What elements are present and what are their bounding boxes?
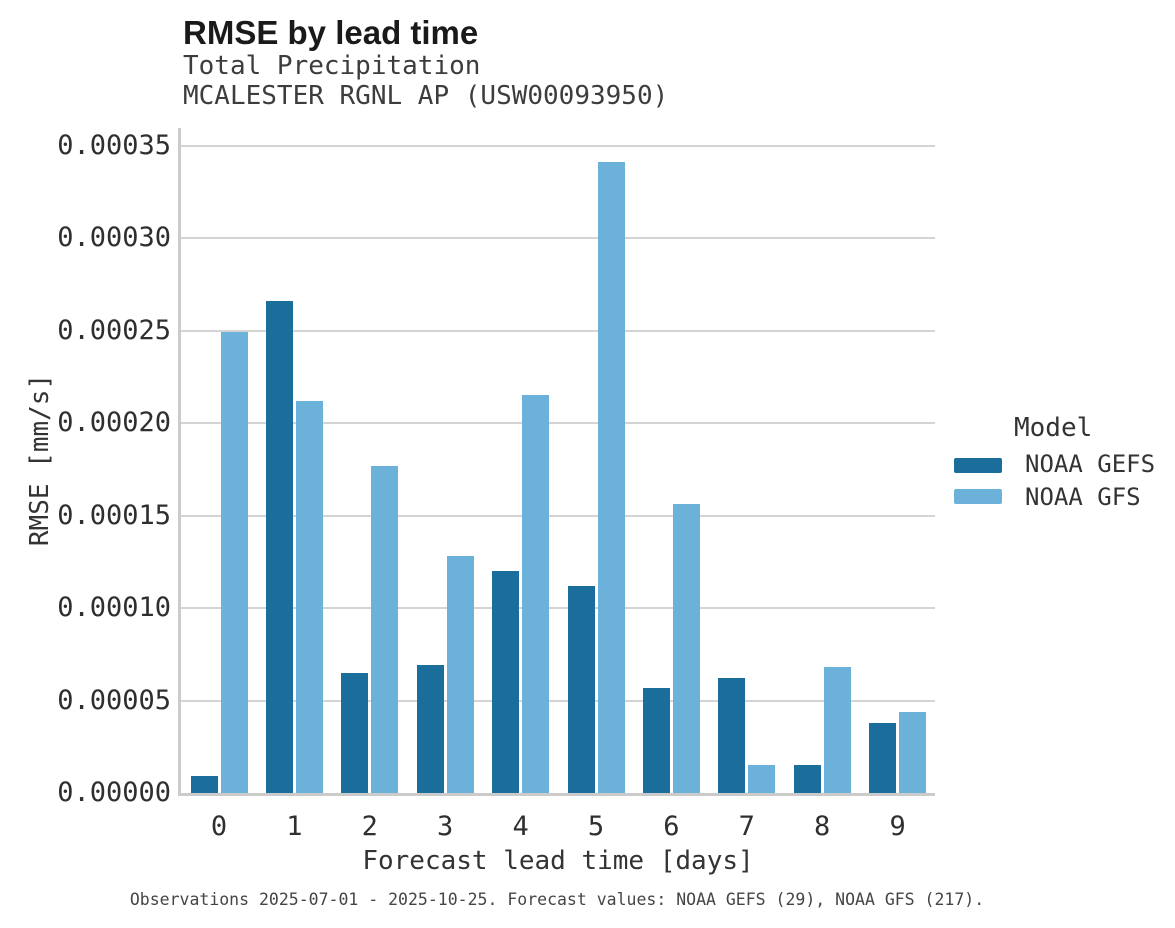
- bar-noaa-gfs-day-9: [899, 711, 927, 793]
- y-gridline: [181, 144, 935, 147]
- y-tick-label: 0.00005: [57, 684, 171, 716]
- bar-noaa-gefs-day-5: [567, 585, 595, 793]
- y-tick-label: 0.00010: [57, 592, 171, 623]
- chart-title: RMSE by lead time: [183, 14, 479, 51]
- y-tick-label: 0.00025: [57, 314, 171, 346]
- bar-noaa-gefs-day-0: [190, 776, 218, 793]
- bar-noaa-gfs-day-1: [295, 400, 323, 793]
- y-gridline: [181, 514, 935, 517]
- y-tick-label: 0.00035: [57, 129, 171, 161]
- x-tick-label: 3: [437, 811, 454, 842]
- x-tick-label: 5: [587, 811, 605, 842]
- footer-note: Observations 2025-07-01 - 2025-10-25. Fo…: [129, 890, 985, 909]
- bar-noaa-gefs-day-9: [869, 722, 897, 793]
- bar-noaa-gfs-day-6: [672, 504, 700, 793]
- x-tick-label: 9: [889, 811, 906, 842]
- x-tick-label: 2: [361, 811, 378, 842]
- bar-noaa-gfs-day-5: [597, 162, 625, 793]
- bar-noaa-gefs-day-3: [416, 665, 444, 793]
- legend-label-noaa-gefs: NOAA GEFS: [1025, 450, 1156, 478]
- legend-swatch-noaa-gfs: [954, 489, 1002, 504]
- y-gridline: [181, 422, 935, 424]
- y-gridline: [181, 329, 935, 332]
- bar-noaa-gfs-day-2: [371, 465, 399, 793]
- y-gridline: [181, 237, 935, 239]
- chart-subtitle-line1: Total Precipitation: [183, 51, 481, 81]
- y-axis-spine: [178, 128, 181, 796]
- x-axis-title: Forecast lead time [days]: [362, 846, 754, 876]
- y-tick-label: 0.00030: [57, 222, 171, 253]
- x-tick-label: 0: [210, 811, 228, 842]
- x-tick-label: 4: [512, 811, 529, 842]
- y-tick-label: 0.00020: [57, 407, 171, 438]
- legend-swatch-noaa-gefs: [954, 458, 1002, 473]
- y-gridline: [181, 699, 935, 702]
- y-tick-label: 0.00015: [57, 499, 171, 531]
- bar-noaa-gefs-day-4: [492, 571, 520, 793]
- x-tick-label: 7: [738, 811, 755, 842]
- bar-noaa-gfs-day-0: [220, 332, 248, 793]
- y-tick-label: 0.00000: [57, 777, 171, 808]
- bar-noaa-gefs-day-6: [642, 687, 670, 793]
- y-gridline: [181, 607, 935, 609]
- bar-noaa-gfs-day-7: [748, 765, 776, 793]
- x-axis-spine: [178, 793, 935, 796]
- plot-area: [181, 128, 935, 793]
- legend-title: Model: [1014, 413, 1093, 443]
- bar-noaa-gefs-day-1: [265, 300, 293, 793]
- bar-noaa-gefs-day-2: [341, 672, 369, 793]
- bar-noaa-gfs-day-3: [446, 556, 474, 793]
- bar-noaa-gefs-day-8: [793, 765, 821, 793]
- bar-noaa-gfs-day-8: [823, 667, 851, 793]
- bar-noaa-gefs-day-7: [718, 678, 746, 793]
- bar-noaa-gfs-day-4: [522, 395, 550, 793]
- x-tick-label: 8: [814, 811, 831, 842]
- x-tick-label: 6: [663, 811, 680, 842]
- chart-subtitle: Total Precipitation MCALESTER RGNL AP (US…: [183, 51, 668, 111]
- legend-label-noaa-gfs: NOAA GFS: [1025, 483, 1141, 511]
- chart-subtitle-line2: MCALESTER RGNL AP (USW00093950): [183, 81, 669, 111]
- x-tick-label: 1: [286, 811, 303, 842]
